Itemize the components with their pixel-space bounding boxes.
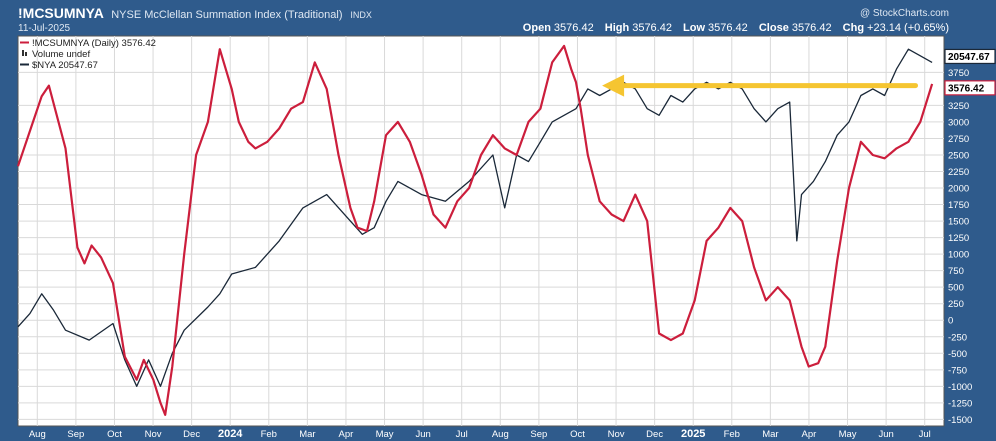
value-badges: 20547.67 3576.42: [944, 48, 996, 96]
y-tick-label: -1250: [948, 398, 972, 409]
legend-swatch: [25, 52, 27, 56]
x-tick-label: Oct: [570, 429, 585, 440]
y-tick-label: -1000: [948, 382, 972, 393]
x-tick-label: Jul: [456, 429, 468, 440]
x-tick-label: May: [376, 429, 394, 440]
x-tick-label: Aug: [492, 429, 509, 440]
symbol-text: !MCSUMNYA: [18, 5, 104, 21]
x-tick-label: Feb: [261, 429, 277, 440]
high-value: 3576.42: [632, 22, 672, 34]
chart-header: !MCSUMNYA NYSE McClellan Summation Index…: [0, 0, 996, 36]
y-tick-label: -500: [948, 349, 967, 360]
chart-date: 11-Jul-2025: [18, 23, 71, 34]
y-tick-label: -250: [948, 332, 967, 343]
y-tick-label: 1750: [948, 200, 969, 211]
ohlc-readout: Open 3576.42 High 3576.42 Low 3576.42 Close…: [515, 22, 949, 34]
y-tick-label: 500: [948, 283, 964, 294]
y-tick-label: 0: [948, 316, 953, 327]
x-tick-label: Aug: [29, 429, 46, 440]
series-line-mcsumnya: [16, 44, 934, 416]
y-tick-label: 2500: [948, 150, 969, 161]
x-tick-label: Nov: [145, 429, 162, 440]
value-badge-box: [944, 80, 996, 96]
x-tick-label: Apr: [802, 429, 817, 440]
arrow-head: [602, 74, 625, 97]
x-tick-label: Nov: [608, 429, 625, 440]
symbol-description: NYSE McClellan Summation Index (Traditio…: [111, 9, 343, 21]
legend-item-label: !MCSUMNYA (Daily) 3576.42: [32, 38, 156, 49]
y-tick-label: -750: [948, 365, 967, 376]
y-tick-label: 3750: [948, 68, 969, 79]
chg-value: +23.14 (+0.65%): [867, 22, 949, 34]
series-lines: [16, 44, 934, 416]
legend-item-label: Volume undef: [32, 49, 90, 60]
x-tick-label: Jul: [919, 429, 931, 440]
open-value: 3576.42: [553, 22, 594, 34]
y-tick-label: 2000: [948, 184, 969, 195]
x-tick-label: Feb: [724, 429, 740, 440]
y-tick-label: 3000: [948, 117, 969, 128]
x-tick-label: Dec: [646, 429, 663, 440]
stockcharts-credit[interactable]: @ StockCharts.com: [859, 8, 949, 19]
y-axis: 3750325030002750250022502000175015001250…: [948, 68, 972, 426]
y-tick-label: 750: [948, 266, 964, 277]
x-tick-label: 2024: [218, 428, 243, 440]
close-value: 3576.42: [791, 22, 832, 34]
low-label: Low: [683, 22, 706, 34]
x-tick-label: Sep: [530, 429, 547, 440]
x-tick-label: Mar: [762, 429, 778, 440]
legend-item-label: $NYA 20547.67: [32, 60, 98, 71]
x-tick-label: Sep: [67, 429, 84, 440]
y-tick-label: 2250: [948, 167, 969, 178]
y-tick-label: 1250: [948, 233, 969, 244]
close-label: Close: [758, 22, 789, 34]
x-tick-label: Jun: [415, 429, 430, 440]
chg-label: Chg: [842, 22, 865, 34]
x-tick-label: Dec: [183, 429, 200, 440]
y-tick-label: 3250: [948, 101, 969, 112]
arrow-annotation: [602, 74, 919, 97]
y-tick-label: -1500: [948, 415, 972, 426]
x-tick-label: Oct: [107, 429, 122, 440]
value-badge-text: 20547.67: [948, 52, 990, 63]
y-tick-label: 1500: [948, 217, 969, 228]
value-badge-box: [944, 48, 996, 65]
series-line-nya: [17, 48, 933, 387]
x-tick-label: May: [839, 429, 857, 440]
chart-title: !MCSUMNYA NYSE McClellan Summation Index…: [18, 5, 372, 21]
low-value: 3576.42: [708, 22, 748, 34]
x-tick-label: Apr: [339, 429, 354, 440]
value-badge-text: 3576.42: [948, 83, 985, 94]
plot-area[interactable]: [17, 35, 945, 427]
open-label: Open: [522, 22, 551, 34]
x-tick-label: Mar: [299, 429, 315, 440]
high-label: High: [604, 22, 630, 34]
x-axis: Aug Sep Oct Nov Dec 2024 Feb Mar Apr May Jun Jul Aug…: [29, 428, 931, 440]
exchange-label: INDX: [350, 10, 372, 20]
x-tick-label: 2025: [681, 428, 705, 440]
x-tick-label: Jun: [878, 429, 893, 440]
y-tick-label: 250: [948, 299, 964, 310]
y-tick-label: 2750: [948, 134, 969, 145]
legend-swatch: [22, 50, 24, 56]
y-tick-label: 1000: [948, 250, 969, 261]
